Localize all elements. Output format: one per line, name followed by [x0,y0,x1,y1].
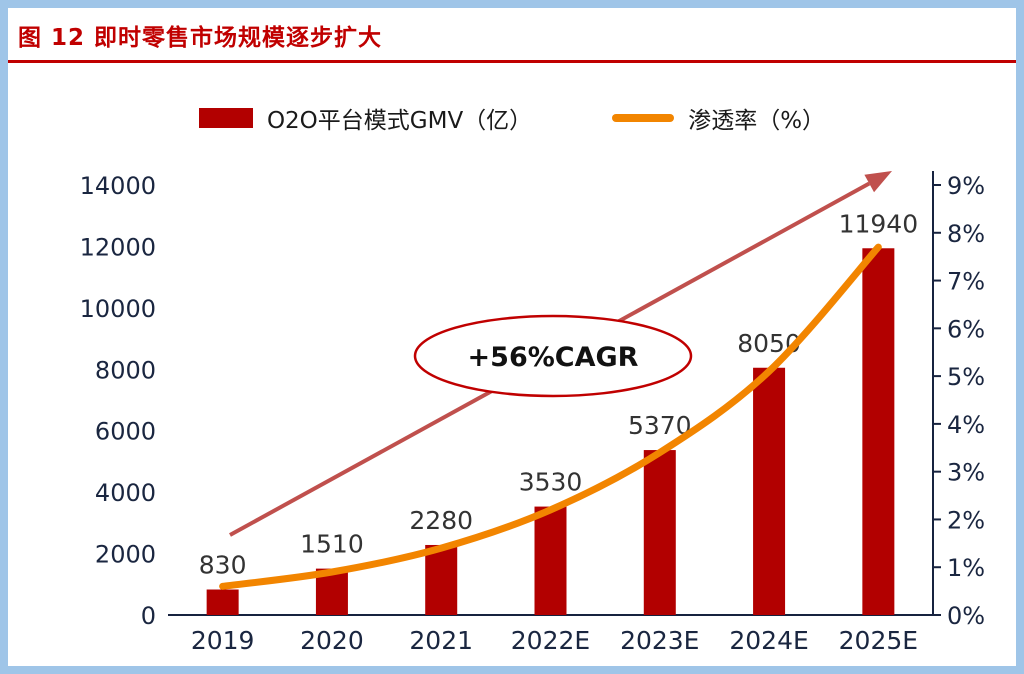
bar-data-label: 830 [199,551,247,580]
figure-title: 图 12 即时零售市场规模逐步扩大 [8,8,1016,52]
x-axis-category-label: 2024E [729,626,808,655]
legend-bar-swatch-icon [198,108,253,128]
left-axis-tick-label: 6000 [95,418,156,446]
x-axis-category-label: 2021 [409,626,473,655]
legend-label-gmv: O2O平台模式GMV（亿） [266,108,533,134]
right-axis-tick-label: 4% [947,411,985,439]
left-axis-tick-label: 2000 [95,541,156,569]
legend-line-swatch-icon [612,114,675,122]
gmv-bar-2025E [862,248,895,615]
x-axis-category-label: 2023E [620,626,699,655]
legend-label-penetration: 渗透率（%） [688,108,826,134]
right-axis-tick-label: 6% [947,315,985,343]
penetration-line [219,243,882,590]
bar-data-label: 1510 [300,530,364,559]
right-axis-tick-label: 8% [947,220,985,248]
left-axis-tick-label: 10000 [80,295,156,323]
right-axis-tick-label: 7% [947,268,985,296]
left-axis-tick-label: 0 [141,602,156,630]
cagr-annotation-text: +56%CAGR [468,342,639,373]
left-axis-tick-label: 12000 [80,233,156,261]
bar-data-label: 11940 [839,209,919,238]
legend-item-gmv: O2O平台模式GMV（亿） [198,101,533,135]
right-axis-tick-label: 1% [947,554,985,582]
left-axis-tick-label: 4000 [95,479,156,507]
right-axis-tick-label: 3% [947,459,985,487]
gmv-bar-2022E [534,506,567,615]
x-axis-category-label: 2022E [511,626,590,655]
title-divider [8,60,1016,63]
left-axis-tick-label: 14000 [80,172,156,200]
left-axis-tick-label: 8000 [95,356,156,384]
x-axis-category-label: 2025E [839,626,918,655]
gmv-bar-2023E [643,450,676,615]
right-axis-tick-label: 2% [947,506,985,534]
chart-canvas: 0 2000 4000 6000 8000 10000 12000 14000 0% 1% 2% 3%… [80,171,985,655]
x-axis-category-label: 2019 [191,626,255,655]
legend-item-penetration: 渗透率（%） [612,101,825,135]
bar-data-label: 2280 [409,506,473,535]
cagr-ellipse [413,314,693,398]
right-axis-tick-label: 0% [947,602,985,630]
right-axis-tick-label: 5% [947,363,985,391]
gmv-bar-2024E [753,367,786,615]
figure-title-text: 图 12 即时零售市场规模逐步扩大 [18,25,383,51]
chart-legend: O2O平台模式GMV（亿） 渗透率（%） [8,101,1016,135]
gmv-bar-2019 [206,589,239,615]
x-axis-category-label: 2020 [300,626,364,655]
gmv-bar-2021 [425,544,458,615]
cagr-arrow-head-icon [864,171,892,193]
bar-data-label: 3530 [519,468,583,497]
right-axis-tick-label: 9% [947,172,985,200]
